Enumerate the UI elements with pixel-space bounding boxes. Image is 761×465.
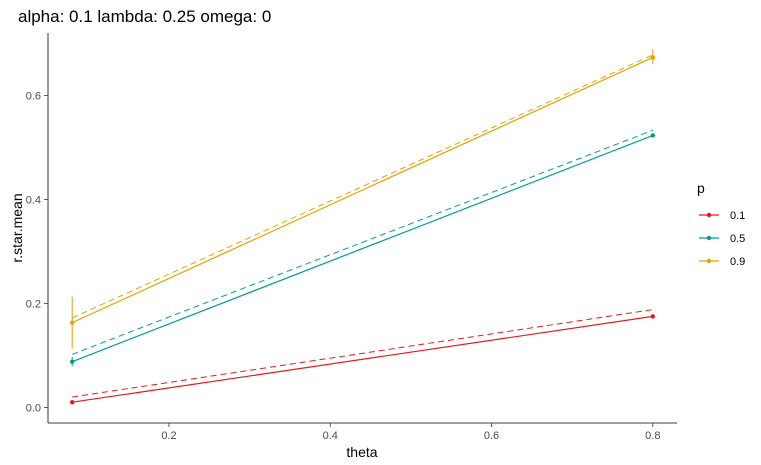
- legend-title: p: [697, 180, 705, 196]
- y-tick-label: 0.0: [26, 402, 41, 414]
- legend-items: 0.1 0.5 0.9: [699, 210, 745, 268]
- data-point: [650, 133, 656, 138]
- legend-label: 0.9: [730, 256, 745, 268]
- data-point: [69, 320, 75, 325]
- series-line: [71, 134, 654, 363]
- legend-key-point: [706, 235, 712, 241]
- series-group: [69, 49, 656, 405]
- y-axis-ticks: 0.0 0.2 0.4 0.6: [26, 90, 48, 414]
- y-tick-label: 0.2: [26, 298, 41, 310]
- x-axis-ticks: 0.2 0.4 0.6 0.8: [161, 423, 660, 442]
- legend: p 0.1 0.5 0.9: [697, 180, 745, 268]
- series-dashed-line: [72, 129, 653, 355]
- series-dashed-line: [72, 309, 653, 398]
- chart-title: alpha: 0.1 lambda: 0.25 omega: 0: [18, 7, 271, 26]
- series-line: [72, 315, 653, 403]
- x-axis-title: theta: [346, 444, 377, 460]
- legend-item: 0.5: [699, 233, 745, 245]
- series-0.9: [69, 49, 656, 349]
- legend-label: 0.5: [730, 233, 745, 245]
- y-tick-label: 0.6: [26, 90, 41, 102]
- series-dashed-line: [71, 54, 654, 319]
- x-tick-label: 0.4: [323, 430, 338, 442]
- x-tick-label: 0.8: [645, 430, 660, 442]
- y-axis-title: r.star.mean: [9, 193, 25, 262]
- y-tick-label: 0.4: [26, 194, 41, 206]
- series-0.1: [69, 309, 656, 405]
- series-line: [71, 56, 654, 324]
- series-0.5: [69, 129, 656, 367]
- data-point: [650, 55, 656, 60]
- x-tick-label: 0.6: [484, 430, 499, 442]
- legend-key-point: [706, 258, 712, 264]
- data-point: [69, 359, 75, 364]
- legend-item: 0.1: [699, 210, 745, 222]
- x-tick-label: 0.2: [161, 430, 176, 442]
- legend-item: 0.9: [699, 256, 745, 268]
- data-point: [69, 400, 75, 405]
- legend-key-point: [706, 212, 712, 218]
- legend-label: 0.1: [730, 210, 745, 222]
- data-point: [650, 314, 656, 319]
